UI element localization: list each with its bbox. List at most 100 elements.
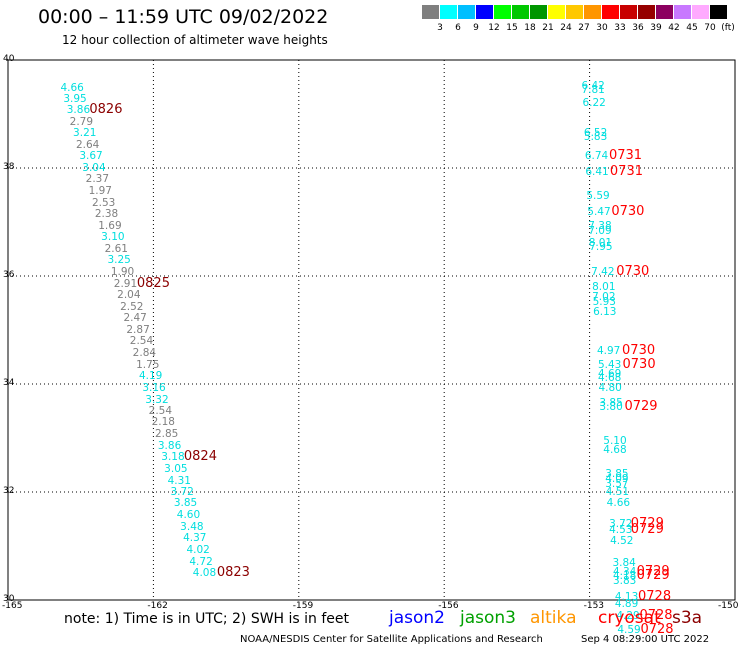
swh-value-label: 3.85 bbox=[173, 497, 198, 510]
swh-value-label: 1.75 bbox=[136, 358, 160, 371]
pass-time-label: 0728 bbox=[639, 608, 673, 624]
swh-value-label: 2.38 bbox=[94, 207, 119, 220]
swh-value-label: 4.37 bbox=[183, 532, 207, 545]
legend-label: (ft) bbox=[721, 23, 735, 33]
legend-swatch bbox=[692, 5, 709, 19]
legend-swatch bbox=[638, 5, 655, 19]
swh-value-label: 3.32 bbox=[145, 393, 169, 406]
swh-value-label: 3.16 bbox=[142, 381, 166, 394]
swh-value-label: 3.10 bbox=[101, 231, 125, 244]
swh-value-label: 3.95 bbox=[63, 92, 87, 105]
map-frame bbox=[7, 59, 736, 601]
swh-value-label: 5.47 bbox=[587, 205, 611, 218]
swh-value-label: 2.04 bbox=[117, 289, 141, 302]
swh-value-label: 3.72 bbox=[170, 486, 194, 498]
swh-value-label: 2.87 bbox=[126, 324, 150, 336]
swh-value-label: 4.66 bbox=[60, 81, 84, 94]
swh-value-label: 7.95 bbox=[589, 240, 613, 253]
swh-value-label: 4.02 bbox=[186, 543, 210, 556]
swh-value-label: 4.34 bbox=[612, 565, 637, 578]
swh-value-label: 4.89 bbox=[614, 597, 639, 610]
footnote: note: 1) Time is in UTC; 2) SWH is in fe… bbox=[64, 611, 350, 627]
lat-tick-label: 40 bbox=[3, 54, 15, 64]
legend-label: 3 bbox=[437, 23, 443, 33]
swh-value-label: 2.47 bbox=[123, 312, 147, 325]
swh-value-label: 4.13 bbox=[614, 591, 639, 604]
swh-value-label: 3.04 bbox=[82, 162, 106, 174]
swh-value-label: 5.59 bbox=[586, 189, 610, 202]
legend-swatch bbox=[512, 5, 529, 19]
legend-swatch bbox=[674, 5, 691, 19]
lat-tick-label: 38 bbox=[3, 162, 15, 172]
legend-swatch bbox=[530, 5, 547, 19]
legend-swatch bbox=[494, 5, 511, 19]
legend-label: 39 bbox=[650, 23, 662, 33]
legend-swatch bbox=[440, 5, 457, 19]
swh-value-label: 2.61 bbox=[104, 243, 128, 255]
swh-value-label: 3.05 bbox=[164, 462, 188, 475]
satellite-jason2: jason2 bbox=[389, 608, 445, 628]
satellite-s3a: s3a bbox=[672, 608, 703, 628]
swh-value-label: 2.54 bbox=[148, 405, 173, 417]
legend-label: 9 bbox=[473, 23, 479, 33]
swh-value-label: 3.21 bbox=[73, 127, 97, 140]
legend-swatch bbox=[602, 5, 619, 19]
legend-swatch bbox=[548, 5, 565, 19]
swh-value-label: 4.68 bbox=[603, 444, 627, 457]
swh-value-label: 4.66 bbox=[606, 497, 631, 510]
swh-value-label: 2.53 bbox=[91, 196, 116, 209]
pass-time-label: 0730 bbox=[622, 342, 656, 358]
lon-tick-label: -153 bbox=[583, 601, 605, 611]
swh-value-label: 4.68 bbox=[597, 372, 622, 385]
pass-time-label: 0729 bbox=[636, 567, 670, 583]
legend-label: 15 bbox=[506, 23, 518, 33]
swh-value-label: 8.01 bbox=[588, 236, 613, 249]
pass-time-label: 0731 bbox=[608, 148, 643, 164]
lat-tick-label: 36 bbox=[3, 270, 15, 280]
map-title: 00:00 – 11:59 UTC 09/02/2022 bbox=[38, 6, 329, 28]
lon-tick-label: -159 bbox=[292, 601, 314, 611]
legend-label: 24 bbox=[560, 23, 572, 33]
swh-value-label: 7.09 bbox=[588, 224, 612, 237]
swh-value-label: 6.42 bbox=[581, 79, 605, 92]
lon-tick-label: -150 bbox=[718, 601, 739, 611]
swh-value-label: 4.19 bbox=[138, 370, 163, 383]
lat-tick-label: 34 bbox=[3, 378, 15, 388]
swh-value-label: 4.31 bbox=[167, 474, 191, 487]
swh-value-label: 4.18 bbox=[612, 569, 637, 582]
pass-time-label: 0730 bbox=[622, 357, 656, 373]
legend-swatch bbox=[566, 5, 583, 19]
pass-time-label: 0729 bbox=[630, 515, 664, 531]
swh-value-label: 8.01 bbox=[592, 280, 616, 293]
swh-value-label: 2.64 bbox=[75, 138, 100, 151]
generation-timestamp: Sep 4 08:29:00 UTC 2022 bbox=[581, 634, 710, 645]
swh-value-label: 7.38 bbox=[588, 220, 612, 233]
swh-value-label: 2.54 bbox=[129, 335, 154, 348]
swh-value-label: 7.81 bbox=[581, 84, 605, 97]
swh-value-label: 2.18 bbox=[151, 416, 175, 429]
swh-value-label: 3.85 bbox=[605, 468, 629, 481]
legend-label: 18 bbox=[524, 23, 536, 33]
legend-label: 6 bbox=[455, 23, 461, 33]
swh-value-label: 4.59 bbox=[617, 623, 641, 636]
pass-time-label: 0731 bbox=[609, 163, 643, 179]
swh-value-label: 3.83 bbox=[612, 574, 637, 587]
swh-value-label: 4.72 bbox=[189, 555, 213, 568]
swh-value-label: 3.85 bbox=[599, 397, 623, 410]
legend-swatch bbox=[458, 5, 475, 19]
swh-value-label: 3.57 bbox=[605, 478, 629, 491]
pass-time-label: 0730 bbox=[616, 263, 650, 279]
legend-label: 36 bbox=[632, 23, 644, 33]
swh-value-label: 2.85 bbox=[154, 428, 179, 441]
pass-time-label: 0728 bbox=[640, 621, 674, 637]
swh-value-label: 4.80 bbox=[598, 382, 622, 395]
swh-value-label: 3.25 bbox=[107, 254, 131, 267]
lat-tick-label: 30 bbox=[3, 594, 15, 604]
swh-value-label: 4.52 bbox=[610, 534, 634, 547]
pass-time-label: 0728 bbox=[638, 589, 672, 605]
lat-tick-label: 32 bbox=[3, 486, 15, 496]
swh-value-label: 4.60 bbox=[176, 509, 201, 522]
pass-time-label: 0729 bbox=[630, 522, 664, 538]
lon-tick-label: -162 bbox=[147, 601, 168, 611]
